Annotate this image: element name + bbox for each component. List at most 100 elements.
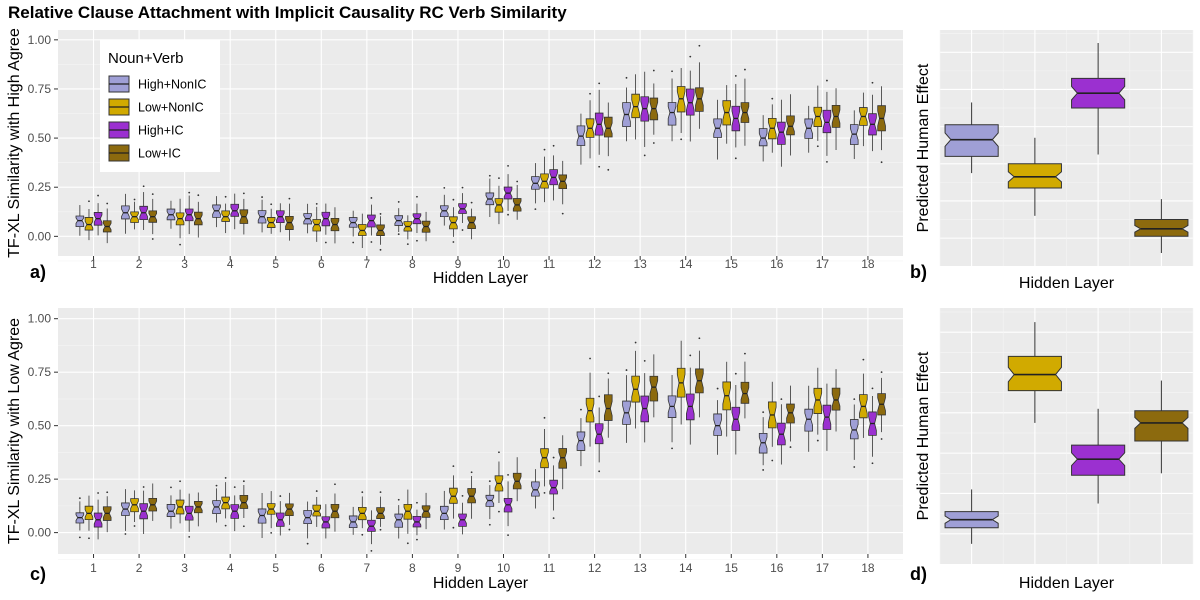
outlier-point	[379, 491, 382, 493]
x-axis-label: Hidden Layer	[433, 575, 529, 592]
outlier-point	[279, 495, 282, 497]
y-tick-label: 0.50	[28, 419, 52, 433]
box-High+NonIC-layer-3	[166, 486, 176, 529]
panel-label: a)	[30, 262, 46, 282]
outlier-point	[598, 470, 601, 473]
box-High+NonIC-layer-8	[394, 498, 404, 539]
outlier-point	[106, 202, 109, 205]
outlier-point	[443, 187, 446, 189]
x-tick-label: 2	[136, 561, 143, 575]
panel-label: c)	[30, 564, 46, 584]
box-body	[813, 387, 823, 414]
box-Low+IC-layer-13	[649, 69, 659, 144]
outlier-point	[771, 459, 774, 462]
box-Low+NonIC-layer-15	[722, 85, 731, 144]
box-High+NonIC-layer-11	[531, 469, 540, 509]
y-tick-label: 0.00	[28, 229, 52, 243]
outlier-point	[334, 483, 336, 486]
box-High+IC-layer-4	[230, 193, 240, 230]
outlier-point	[461, 186, 464, 189]
outlier-point	[598, 82, 601, 85]
x-tick-label: 4	[227, 257, 234, 271]
box-High+NonIC-layer-6	[303, 501, 312, 545]
x-tick-label: 18	[861, 257, 875, 271]
outlier-point	[416, 239, 418, 242]
box-body	[1007, 355, 1062, 392]
outlier-point	[607, 168, 610, 171]
box-Low+IC-layer-6	[330, 483, 340, 532]
outlier-point	[580, 408, 582, 411]
box-body	[667, 102, 677, 126]
box-Low+IC-layer-16	[786, 385, 795, 448]
box-High+NonIC-layer-5	[257, 492, 267, 538]
box-High+NonIC-layer-12	[576, 408, 586, 467]
outlier-point	[561, 212, 564, 215]
outlier-point	[78, 497, 81, 500]
box-body	[239, 494, 249, 509]
x-tick-label: 10	[497, 257, 511, 271]
y-tick-label: 0.75	[28, 82, 52, 96]
outlier-point	[643, 154, 646, 157]
box-High+IC	[1071, 43, 1126, 155]
x-axis-label: Hidden Layer	[1019, 275, 1115, 292]
outlier-point	[698, 337, 701, 340]
outlier-point	[716, 387, 719, 390]
outlier-point	[470, 471, 473, 474]
box-Low+NonIC-layer-1	[84, 495, 94, 540]
outlier-point	[762, 469, 765, 471]
box-High+NonIC-layer-1	[75, 205, 85, 236]
x-tick-label: 6	[318, 561, 325, 575]
x-tick-label: 16	[770, 257, 784, 271]
legend-label: High+NonIC	[138, 78, 206, 92]
legend-item: Low+NonIC	[108, 98, 204, 116]
outlier-point	[880, 161, 883, 164]
box-Low+IC-layer-10	[512, 180, 522, 220]
box-High+IC-layer-15	[731, 372, 741, 455]
outlier-point	[179, 243, 181, 246]
box-High+IC-layer-3	[184, 191, 194, 235]
y-axis-label: Predicted Human Effect	[915, 63, 932, 232]
box-Low+NonIC	[1007, 322, 1062, 423]
outlier-point	[242, 525, 245, 528]
panel-label: b)	[910, 262, 927, 282]
outlier-point	[224, 524, 227, 527]
outlier-point	[652, 69, 655, 72]
outlier-point	[379, 213, 382, 215]
outlier-point	[862, 358, 865, 361]
x-tick-label: 12	[588, 561, 602, 575]
outlier-point	[734, 157, 737, 160]
outlier-point	[607, 372, 610, 375]
outlier-point	[106, 491, 109, 494]
box-body	[631, 93, 640, 119]
box-High+NonIC-layer-14	[667, 374, 677, 450]
box-High+IC-layer-6	[321, 504, 331, 539]
box-High+IC-layer-1	[93, 194, 103, 236]
outlier-point	[507, 164, 509, 167]
box-Low+NonIC-layer-12	[585, 92, 595, 159]
outlier-point	[416, 538, 418, 541]
box-Low+NonIC-layer-14	[676, 68, 686, 141]
x-tick-label: 3	[181, 257, 188, 271]
outlier-point	[288, 197, 291, 200]
box-High+IC-layer-13	[640, 71, 649, 157]
box-High+IC-layer-4	[230, 486, 240, 532]
box-High+NonIC-layer-7	[348, 506, 358, 535]
box-High+NonIC-layer-8	[394, 201, 404, 236]
box-High+IC-layer-16	[777, 398, 786, 465]
box-High+NonIC-layer-13	[622, 76, 631, 142]
box-body	[740, 381, 750, 404]
outlier-point	[224, 195, 227, 198]
box-Low+IC-layer-2	[148, 483, 158, 521]
box-High+NonIC-layer-12	[576, 113, 586, 165]
outlier-point	[543, 491, 546, 494]
box-Low+NonIC-layer-14	[676, 340, 686, 425]
box-body	[285, 503, 294, 517]
x-tick-label: 5	[272, 561, 279, 575]
box-body	[944, 124, 999, 157]
box-body	[695, 87, 704, 112]
outlier-point	[507, 473, 509, 476]
box-Low+IC-layer-1	[102, 202, 112, 244]
outlier-point	[880, 438, 883, 440]
outlier-point	[324, 241, 327, 244]
